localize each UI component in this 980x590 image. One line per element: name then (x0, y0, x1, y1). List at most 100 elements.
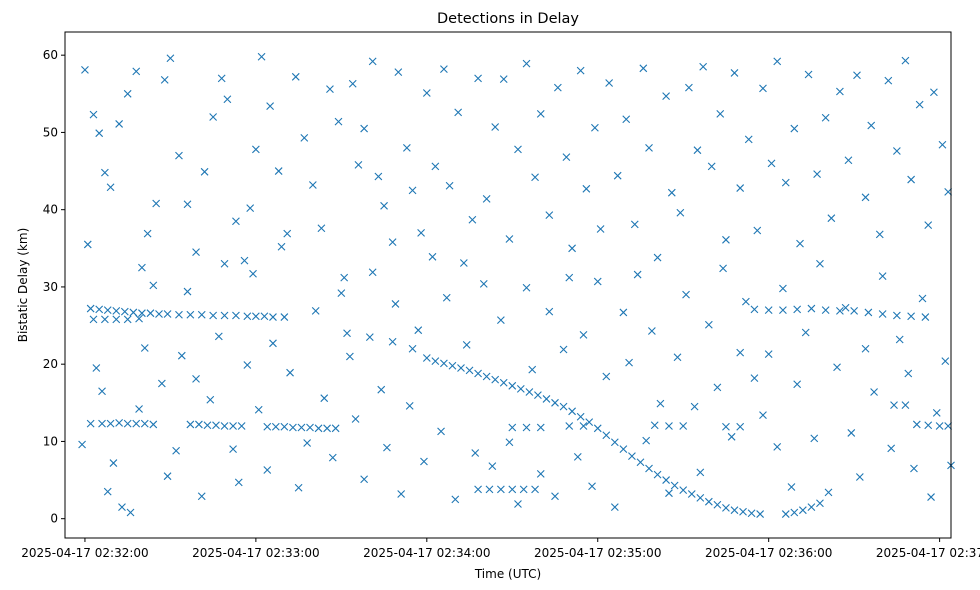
data-point (713, 500, 722, 509)
data-point (827, 214, 836, 223)
data-point (442, 293, 451, 302)
data-point (522, 283, 531, 292)
data-point (579, 422, 588, 430)
data-point (653, 253, 662, 262)
data-point (647, 327, 656, 335)
data-point (135, 314, 143, 323)
data-point (573, 452, 582, 461)
data-point (722, 503, 730, 512)
data-point (422, 89, 431, 97)
data-point (496, 316, 505, 325)
data-point (798, 506, 807, 515)
data-point (551, 398, 559, 407)
data-point (619, 445, 628, 454)
data-point (824, 488, 833, 497)
data-point (78, 440, 86, 449)
data-point (195, 420, 203, 429)
data-point (682, 290, 690, 299)
data-point (445, 181, 454, 190)
data-point (263, 466, 272, 474)
data-point (360, 475, 369, 484)
data-point (508, 423, 517, 432)
data-point (750, 374, 759, 382)
data-point (730, 506, 739, 515)
data-point (388, 238, 397, 247)
data-point (944, 188, 953, 196)
data-point (183, 287, 192, 296)
data-point (693, 146, 702, 155)
data-point (522, 423, 531, 432)
data-point (280, 313, 289, 321)
data-point (394, 68, 403, 77)
data-point (146, 309, 155, 318)
data-point (927, 493, 935, 501)
data-point (269, 339, 277, 348)
data-point (149, 281, 158, 290)
data-point (727, 432, 736, 441)
data-point (662, 476, 671, 484)
data-point (263, 422, 272, 431)
data-point (351, 415, 360, 423)
data-point (605, 79, 614, 87)
data-point (736, 184, 745, 192)
data-point (932, 408, 941, 417)
data-point (132, 67, 141, 76)
data-point (665, 489, 673, 498)
data-point (593, 424, 602, 433)
data-point (821, 306, 830, 314)
data-point (836, 87, 844, 96)
data-point (559, 345, 568, 354)
data-point (514, 500, 522, 508)
data-point (197, 492, 206, 501)
data-point (767, 159, 776, 168)
data-point (690, 402, 699, 411)
data-point (744, 135, 753, 144)
data-point (918, 294, 927, 303)
data-point (650, 421, 659, 430)
data-point (152, 199, 161, 208)
data-point (622, 115, 631, 124)
data-point (645, 143, 653, 152)
data-point (92, 364, 101, 372)
data-point (354, 160, 363, 169)
scatter-points (78, 52, 955, 518)
data-point (86, 304, 95, 313)
data-point (232, 311, 240, 320)
data-point (223, 95, 232, 104)
data-point (172, 446, 180, 455)
data-point (192, 374, 200, 383)
data-point (257, 52, 266, 61)
data-point (163, 472, 172, 481)
data-point (243, 361, 252, 369)
data-point (704, 497, 713, 506)
data-point (536, 109, 545, 118)
data-point (764, 350, 773, 359)
data-point (286, 368, 294, 377)
x-tick-label: 2025-04-17 02:33:00 (192, 546, 319, 560)
data-point (345, 352, 354, 361)
data-point (232, 217, 240, 226)
data-point (907, 175, 916, 184)
data-point (334, 117, 343, 126)
data-point (220, 311, 229, 320)
x-axis-label: Time (UTC) (474, 567, 541, 581)
data-point (303, 439, 312, 447)
data-point (417, 228, 425, 237)
data-point (86, 419, 95, 428)
data-point (203, 421, 212, 430)
data-point (739, 507, 747, 516)
data-point (545, 307, 554, 316)
data-point (781, 510, 790, 518)
data-point (106, 183, 115, 192)
data-point (773, 442, 782, 451)
data-point (941, 357, 950, 365)
data-point (935, 422, 944, 430)
data-point (747, 509, 756, 518)
data-point (326, 85, 334, 94)
data-point (83, 240, 92, 249)
data-point (103, 487, 112, 496)
data-point (807, 304, 816, 313)
data-point (602, 431, 611, 440)
data-point (696, 493, 705, 502)
data-point (405, 402, 414, 410)
